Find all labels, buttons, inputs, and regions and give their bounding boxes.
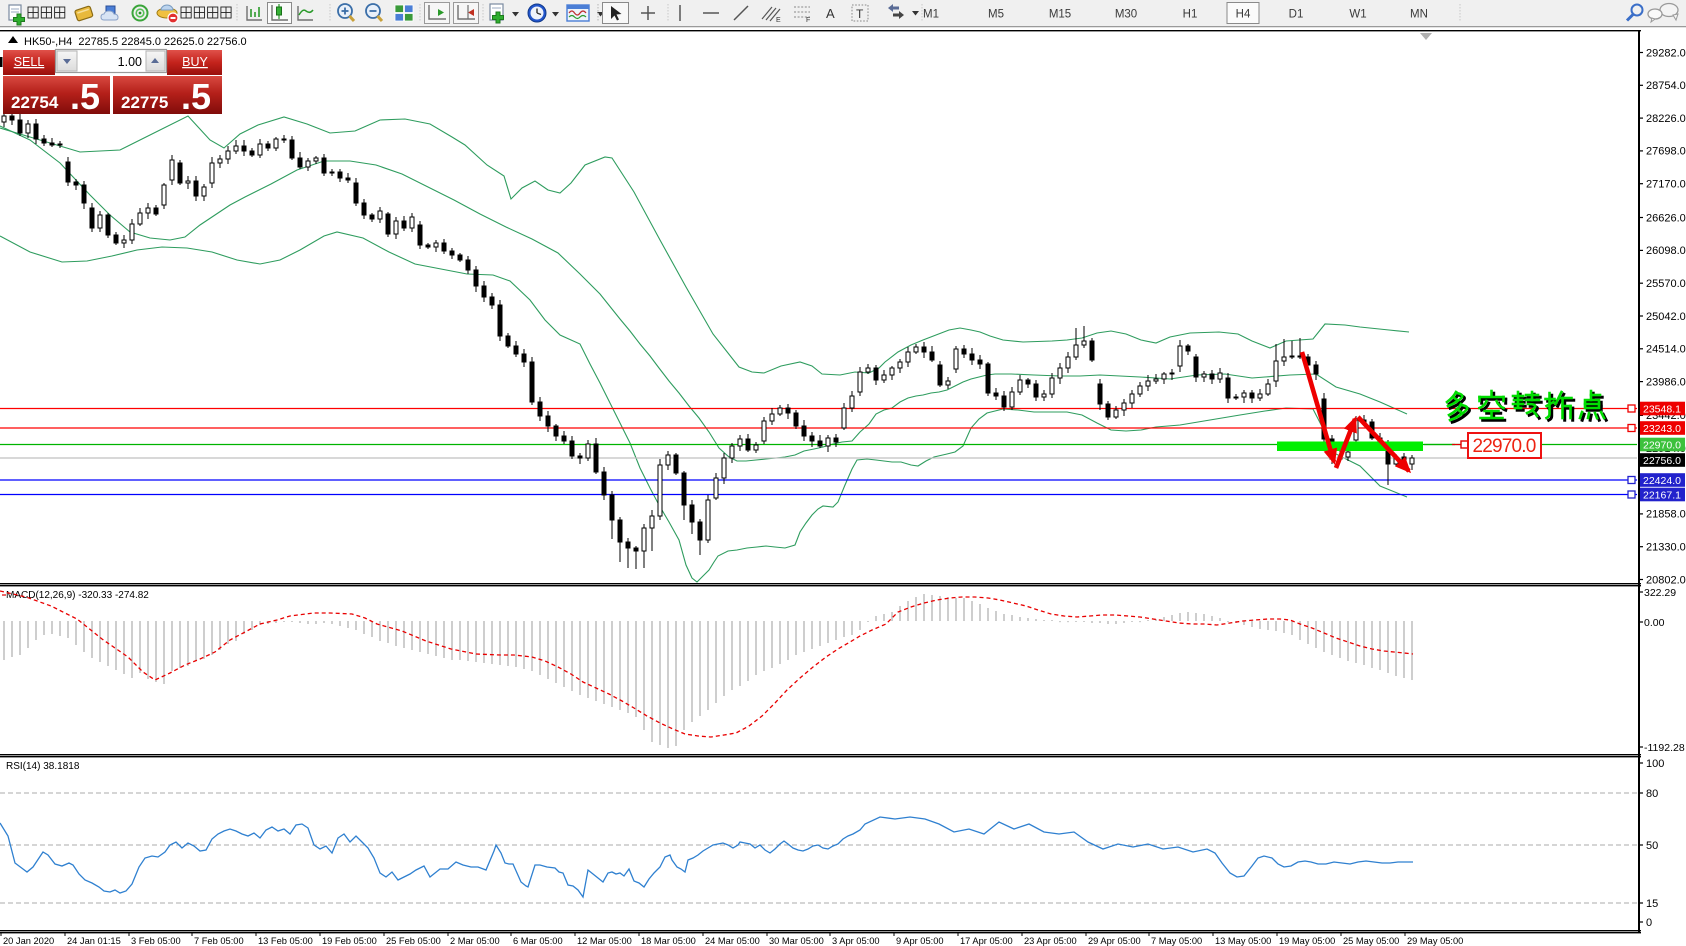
svg-text:22970.0: 22970.0	[1472, 436, 1535, 457]
svg-text:24 Mar 05:00: 24 Mar 05:00	[705, 936, 760, 946]
svg-text:30 Mar 05:00: 30 Mar 05:00	[769, 936, 824, 946]
svg-text:80: 80	[1646, 788, 1658, 800]
svg-text:22756.0: 22756.0	[1643, 455, 1681, 467]
svg-text:22167.1: 22167.1	[1643, 490, 1681, 502]
svg-text:SELL: SELL	[14, 55, 45, 69]
svg-text:22424.0: 22424.0	[1643, 475, 1681, 487]
svg-text:RSI(14) 38.1818: RSI(14) 38.1818	[6, 761, 80, 772]
svg-text:23986.0: 23986.0	[1646, 376, 1686, 388]
svg-text:25570.0: 25570.0	[1646, 278, 1686, 290]
svg-text:7 Feb 05:00: 7 Feb 05:00	[194, 936, 244, 946]
svg-text:M30: M30	[1115, 9, 1137, 21]
svg-text:12 Mar 05:00: 12 Mar 05:00	[577, 936, 632, 946]
svg-text:HK50-,H4 22785.5 22845.0 2262: HK50-,H4 22785.5 22845.0 22625.0 22756.0	[24, 36, 247, 48]
svg-text:M15: M15	[1049, 9, 1071, 21]
svg-text:26098.0: 26098.0	[1646, 245, 1686, 257]
svg-text:50: 50	[1646, 840, 1658, 852]
svg-text:24 Jan 01:15: 24 Jan 01:15	[67, 936, 121, 946]
svg-text:19 Feb 05:00: 19 Feb 05:00	[322, 936, 377, 946]
svg-text:W1: W1	[1349, 9, 1366, 21]
svg-text:3 Apr 05:00: 3 Apr 05:00	[832, 936, 880, 946]
svg-text:MACD(12,26,9) -320.33 -274.82: MACD(12,26,9) -320.33 -274.82	[6, 590, 149, 601]
svg-text:6 Mar 05:00: 6 Mar 05:00	[513, 936, 563, 946]
svg-text:7 May 05:00: 7 May 05:00	[1151, 936, 1202, 946]
svg-text:22970.0: 22970.0	[1643, 440, 1681, 452]
svg-text:E: E	[776, 17, 781, 24]
svg-text:BUY: BUY	[182, 55, 208, 69]
svg-text:MN: MN	[1410, 9, 1428, 21]
svg-text:A: A	[826, 6, 835, 21]
svg-text:D1: D1	[1289, 9, 1304, 21]
svg-text:13 Feb 05:00: 13 Feb 05:00	[258, 936, 313, 946]
svg-text:26626.0: 26626.0	[1646, 212, 1686, 224]
svg-text:19 May 05:00: 19 May 05:00	[1279, 936, 1335, 946]
svg-text:25042.0: 25042.0	[1646, 311, 1686, 323]
svg-text:0: 0	[1646, 917, 1652, 929]
svg-text:29282.0: 29282.0	[1646, 47, 1686, 59]
svg-text:F: F	[806, 17, 810, 24]
svg-text:M5: M5	[988, 9, 1004, 21]
svg-text:.5: .5	[70, 76, 100, 117]
svg-text:M1: M1	[923, 9, 939, 21]
svg-text:9 Apr 05:00: 9 Apr 05:00	[896, 936, 944, 946]
svg-text:22775: 22775	[121, 93, 168, 112]
svg-text:25 Feb 05:00: 25 Feb 05:00	[386, 936, 441, 946]
svg-text:2 Mar 05:00: 2 Mar 05:00	[450, 936, 500, 946]
svg-text:28226.0: 28226.0	[1646, 113, 1686, 125]
svg-text:27698.0: 27698.0	[1646, 146, 1686, 158]
svg-text:.5: .5	[181, 76, 211, 117]
svg-text:322.29: 322.29	[1644, 587, 1676, 599]
svg-text:27170.0: 27170.0	[1646, 179, 1686, 191]
svg-text:25 May 05:00: 25 May 05:00	[1343, 936, 1399, 946]
svg-text:21330.0: 21330.0	[1646, 542, 1686, 554]
svg-text:13 May 05:00: 13 May 05:00	[1215, 936, 1271, 946]
svg-text:18 Mar 05:00: 18 Mar 05:00	[641, 936, 696, 946]
svg-text:0.00: 0.00	[1644, 617, 1665, 629]
svg-text:15: 15	[1646, 898, 1658, 910]
svg-text:28754.0: 28754.0	[1646, 80, 1686, 92]
svg-text:-1192.28: -1192.28	[1644, 742, 1685, 754]
svg-text:21858.0: 21858.0	[1646, 509, 1686, 521]
svg-text:22754: 22754	[11, 93, 59, 112]
svg-text:29 Apr 05:00: 29 Apr 05:00	[1088, 936, 1141, 946]
svg-text:T: T	[856, 7, 864, 21]
svg-text:3 Feb 05:00: 3 Feb 05:00	[131, 936, 181, 946]
svg-text:24514.0: 24514.0	[1646, 344, 1686, 356]
svg-text:17 Apr 05:00: 17 Apr 05:00	[960, 936, 1013, 946]
svg-text:H4: H4	[1236, 9, 1251, 21]
svg-text:1.00: 1.00	[118, 55, 142, 69]
svg-text:23243.0: 23243.0	[1643, 423, 1681, 435]
svg-text:20802.0: 20802.0	[1646, 574, 1686, 586]
svg-text:29 May 05:00: 29 May 05:00	[1407, 936, 1463, 946]
svg-text:23 Apr 05:00: 23 Apr 05:00	[1024, 936, 1077, 946]
svg-text:23548.1: 23548.1	[1643, 404, 1681, 416]
svg-text:100: 100	[1646, 758, 1664, 770]
svg-text:H1: H1	[1183, 9, 1198, 21]
svg-text:20 Jan 2020: 20 Jan 2020	[3, 936, 54, 946]
